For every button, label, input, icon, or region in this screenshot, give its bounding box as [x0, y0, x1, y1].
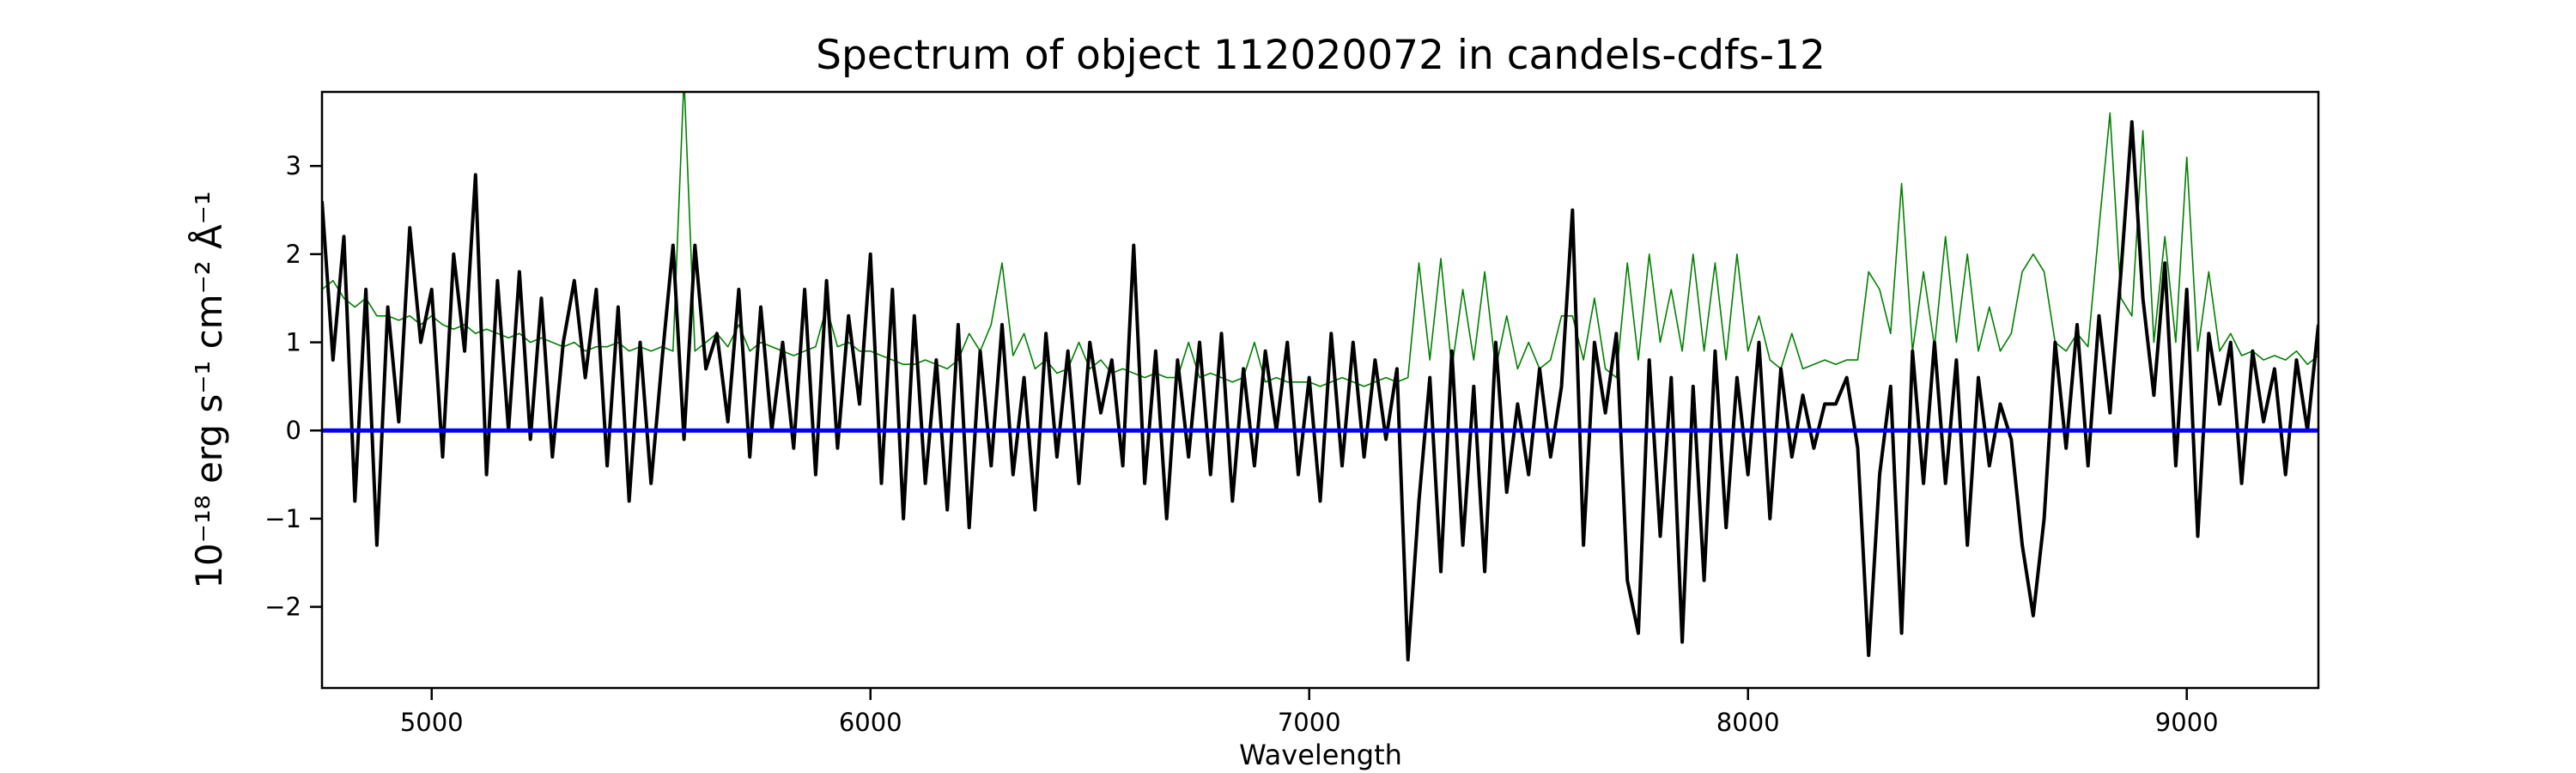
y-tick-label: 0 — [286, 416, 301, 445]
y-tick-label: −2 — [264, 593, 301, 622]
x-tick-label: 7000 — [1278, 708, 1341, 737]
chart-title: Spectrum of object 112020072 in candels-… — [816, 32, 1826, 79]
x-tick-label: 9000 — [2155, 708, 2219, 737]
x-axis-label: Wavelength — [1239, 739, 1402, 771]
y-tick-label: −1 — [264, 504, 301, 533]
y-axis-label: 10⁻¹⁸ erg s⁻¹ cm⁻² Å⁻¹ — [187, 191, 230, 588]
axis-ticks: 5000 6000 7000 8000 9000 −2 −1 0 1 2 3 — [264, 151, 2218, 737]
x-tick-label: 8000 — [1716, 708, 1780, 737]
y-tick-label: 3 — [286, 151, 301, 180]
y-tick-label: 2 — [286, 240, 301, 269]
flux-series-line — [322, 119, 2318, 662]
x-tick-label: 6000 — [839, 708, 902, 737]
plot-area — [322, 92, 2318, 662]
model-series-line — [322, 92, 2318, 387]
axes-frame — [320, 90, 2320, 690]
x-tick-label: 5000 — [400, 708, 464, 737]
y-tick-label: 1 — [286, 328, 301, 357]
